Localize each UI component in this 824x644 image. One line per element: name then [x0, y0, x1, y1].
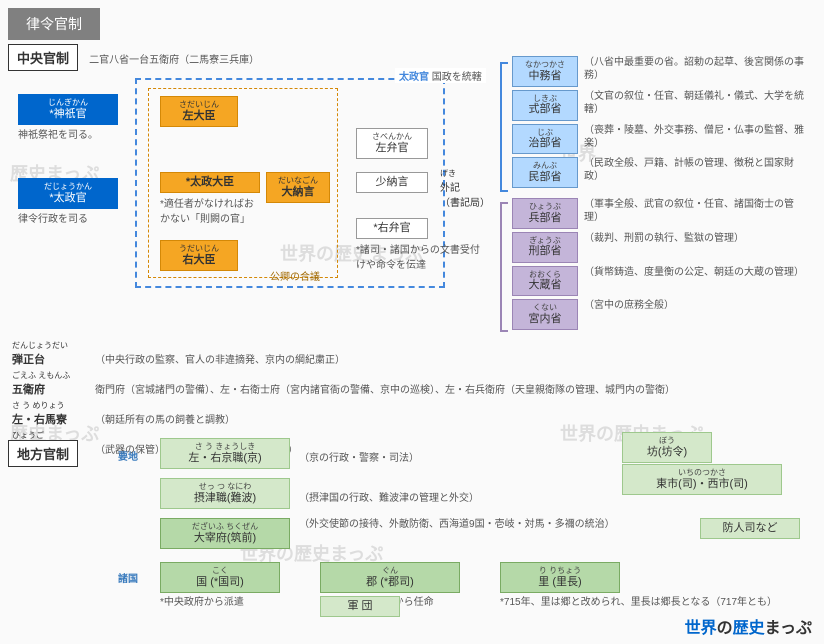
daijokan-box: だじょうかん *太政官 [18, 178, 118, 209]
ministry-box: ひょうぶ兵部省 [512, 198, 578, 229]
jingikan-desc: 神祇祭祀を司る。 [18, 129, 118, 142]
bo-box: ぼう 坊(坊令) [622, 432, 712, 463]
daijodaijin-box: *太政大臣 [160, 172, 260, 193]
ministry-desc: （文官の叙位・任官、朝廷儀礼・儀式、大学を統轄） [584, 90, 804, 116]
ministry-desc: （軍事全般、武官の叙位・任官、諸国衛士の管理） [584, 198, 804, 224]
ministry-box: みんぶ民部省 [512, 157, 578, 188]
local-heading: 地方官制 [8, 440, 78, 467]
page-title: 律令官制 [8, 8, 100, 40]
kuni-note: *中央政府から派遣 [160, 593, 280, 608]
central-sub: 二官八省一台五衛府（二馬寮三兵庫） [89, 55, 259, 66]
gun-box: ぐん 郡 (*郡司) [320, 562, 460, 593]
ministry-desc: （八省中最重要の省。詔勅の起草、後宮関係の事務） [584, 56, 804, 82]
dainagon-box: だいなごん 大納言 [266, 172, 330, 203]
daijodaijin-note: *適任者がなければおかない「則闕の官」 [160, 195, 260, 225]
sadaijin-box: さだいじん 左大臣 [160, 96, 238, 127]
ri-box: り りちょう 里 (里長) [500, 562, 620, 593]
ministry-desc: （民政全般、戸籍、計帳の管理、徴税と国家財政） [584, 157, 804, 183]
kyoshiki-desc: （京の行政・警察・司法） [299, 453, 419, 464]
ichi-box: いちのつかさ 東市(司)・西市(司) [622, 464, 782, 495]
kyoshiki-box: さ う きょうしき 左・右京職(京) [160, 438, 290, 469]
ubenkan-box: *右弁官 [356, 218, 428, 239]
ministry-box: なかつかさ中務省 [512, 56, 578, 87]
other-office-desc: （中央行政の監察、官人の非違摘発、京内の綱紀粛正） [95, 355, 345, 366]
ri-note: *715年、里は郷と改められ、里長は郷長となる（717年とも） [500, 593, 780, 608]
settsu-box: せっ つ なにわ 摂津職(難波) [160, 478, 290, 509]
diagram-container: 律令官制 中央官制 二官八省一台五衛府（二馬寮三兵庫） 太政官 国政を統轄 じん… [0, 0, 824, 644]
other-office: だんじょうだい弾正台 [12, 340, 92, 367]
daijokan-label: 太政官 [399, 72, 429, 83]
kuni-box: こく 国 (*国司) [160, 562, 280, 593]
sabenkan-box: さべんかん 左弁官 [356, 128, 428, 159]
ministry-box: くない宮内省 [512, 299, 578, 330]
other-office-desc: 衛門府（宮城諸門の警備）、左・右衛士府（宮内諸官衙の警備、京中の巡検）、左・右兵… [95, 385, 675, 396]
other-office: ごえふ えもんふ五衛府 [12, 370, 92, 397]
shokoku-label: 諸国 [118, 570, 138, 585]
ministry-box: しきぶ式部省 [512, 90, 578, 121]
ministry-desc: （喪葬・陵墓、外交事務、僧尼・仏事の監督、雅楽） [584, 124, 804, 150]
daijokan-desc: 律令行政を司る [18, 213, 118, 226]
ministry-box: おおくら大蔵省 [512, 266, 578, 297]
geki-note: げき 外記（書記局） [440, 168, 490, 209]
footer-credit: 世界の歴史まっぷ [685, 614, 812, 638]
jingikan-box: じんぎかん *神祇官 [18, 94, 118, 125]
ministry-box: じぶ治部省 [512, 124, 578, 155]
daijokan-label-desc: 国政を統轄 [432, 72, 482, 83]
ubenkan-note: *諸司・諸国からの文書受付けや命令を伝達 [356, 241, 486, 271]
udaijin-box: うだいじん 右大臣 [160, 240, 238, 271]
youchi-label: 要地 [118, 448, 138, 463]
settsu-desc: （摂津国の行政、難波津の管理と外交） [299, 493, 479, 504]
ministry-desc: （裁判、刑罰の執行、監獄の管理） [584, 232, 804, 245]
ministry-desc: （貨幣鋳造、度量衡の公定、朝廷の大蔵の管理） [584, 266, 804, 279]
other-office-desc: （朝廷所有の馬の飼養と調教） [95, 415, 235, 426]
bracket-right-benkan [500, 202, 508, 332]
ministry-desc: （宮中の庶務全般） [584, 299, 804, 312]
dazaifu-desc: （外交使節の接待、外敵防衛、西海道9国・壱岐・対馬・多禰の統治） [299, 518, 689, 531]
sakimori-box: 防人司など [700, 518, 800, 539]
shonagon-box: 少納言 [356, 172, 428, 193]
dazaifu-box: だざいふ ちくぜん 大宰府(筑前) [160, 518, 290, 549]
other-office: さ う めりょう左・右馬寮 [12, 400, 92, 427]
bracket-left-benkan [500, 62, 508, 192]
gijin-note: 公卿の合議 [270, 268, 320, 283]
gundan-box: 軍 団 [320, 596, 400, 617]
ministry-box: ぎょうぶ刑部省 [512, 232, 578, 263]
central-heading: 中央官制 [8, 44, 78, 71]
